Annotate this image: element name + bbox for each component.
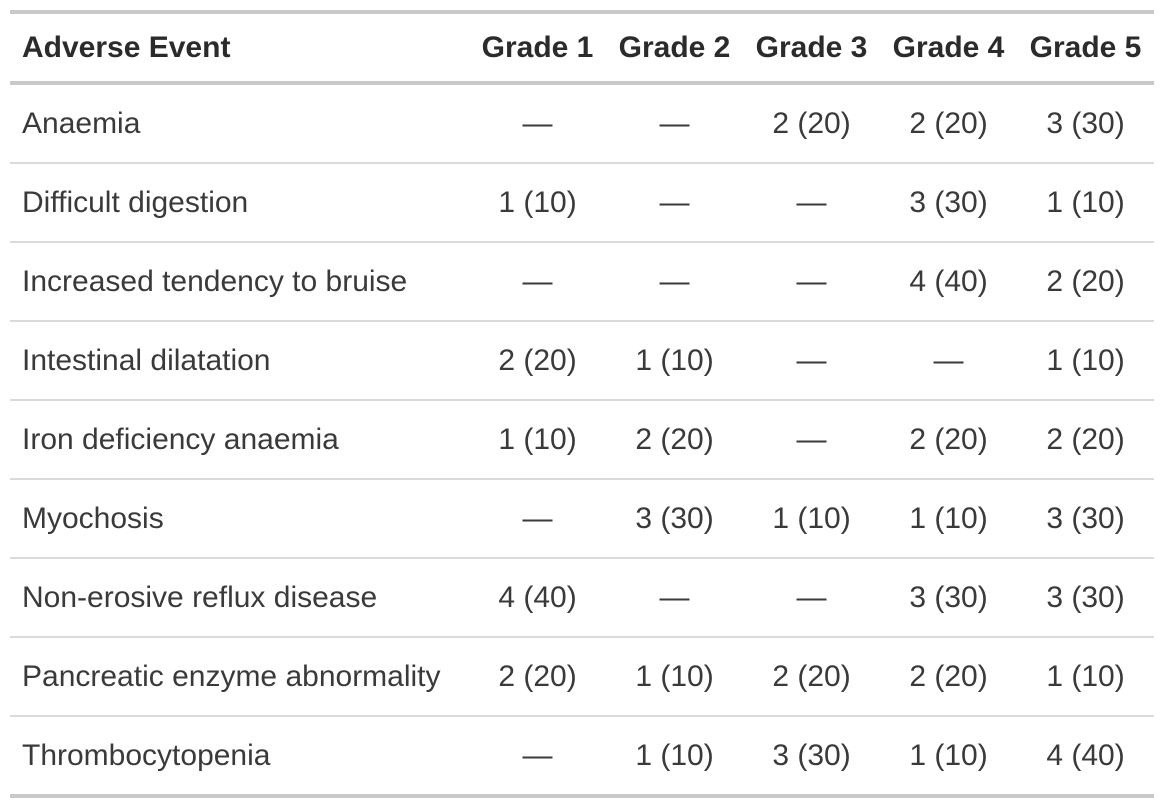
event-name: Pancreatic enzyme abnormality <box>10 637 469 717</box>
header-row: Adverse Event Grade 1 Grade 2 Grade 3 Gr… <box>10 12 1154 85</box>
grade-5-value: 2 (20) <box>1017 400 1154 480</box>
grade-1-value: — <box>469 83 606 164</box>
column-header-grade-4: Grade 4 <box>880 12 1017 85</box>
grade-4-value: 2 (20) <box>880 400 1017 480</box>
grade-3-value: — <box>743 321 880 401</box>
grade-3-value: — <box>743 558 880 638</box>
event-name: Thrombocytopenia <box>22 738 271 772</box>
grade-3-value: 3 (30) <box>772 738 851 772</box>
grade-3-value: 1 (10) <box>743 479 880 559</box>
grade-3-value: 2 (20) <box>743 637 880 717</box>
grade-2-value: — <box>606 558 743 638</box>
event-name: Non-erosive reflux disease <box>10 558 469 638</box>
grade-4-value: 2 (20) <box>880 637 1017 717</box>
table-row-difficult-digestion: Difficult digestion 1 (10) — — 3 (30) 1 … <box>10 163 1154 243</box>
event-name: Anaemia <box>10 83 469 164</box>
grade-2-value: 2 (20) <box>606 400 743 480</box>
grade-5-value: 3 (30) <box>1017 83 1154 164</box>
table-row-thrombocytopenia: Thrombocytopenia — 1 (10) 3 (30) 1 (10) … <box>10 716 1154 796</box>
adverse-events-table: Adverse Event Grade 1 Grade 2 Grade 3 Gr… <box>10 10 1154 798</box>
grade-3-value: — <box>743 242 880 322</box>
event-name: Myochosis <box>10 479 469 559</box>
column-header-grade-2: Grade 2 <box>606 12 743 85</box>
grade-2-value: 1 (10) <box>606 321 743 401</box>
table-row-iron-deficiency-anaemia: Iron deficiency anaemia 1 (10) 2 (20) — … <box>10 400 1154 480</box>
grade-1-value: — <box>469 479 606 559</box>
grade-1-value: 4 (40) <box>469 558 606 638</box>
grade-4-value: 1 (10) <box>880 479 1017 559</box>
grade-1-value: — <box>522 738 553 772</box>
grade-3-value: 2 (20) <box>743 83 880 164</box>
grade-4-value: 2 (20) <box>880 83 1017 164</box>
grade-5-value: 1 (10) <box>1017 321 1154 401</box>
event-name: Iron deficiency anaemia <box>10 400 469 480</box>
table-row-increased-tendency-to-bruise: Increased tendency to bruise — — — 4 (40… <box>10 242 1154 322</box>
table-row-myochosis: Myochosis — 3 (30) 1 (10) 1 (10) 3 (30) <box>10 479 1154 559</box>
event-name: Increased tendency to bruise <box>10 242 469 322</box>
column-header-grade-3: Grade 3 <box>743 12 880 85</box>
grade-1-value: — <box>469 242 606 322</box>
grade-4-value: — <box>880 321 1017 401</box>
grade-2-value: — <box>606 163 743 243</box>
column-header-grade-5: Grade 5 <box>1017 12 1154 85</box>
table-row-anaemia: Anaemia — — 2 (20) 2 (20) 3 (30) <box>10 83 1154 164</box>
table-row-pancreatic-enzyme-abnormality: Pancreatic enzyme abnormality 2 (20) 1 (… <box>10 637 1154 717</box>
grade-5-value: 3 (30) <box>1017 479 1154 559</box>
grade-4-value: 1 (10) <box>909 738 988 772</box>
grade-2-value: 3 (30) <box>606 479 743 559</box>
grade-1-value: 1 (10) <box>469 163 606 243</box>
event-name: Difficult digestion <box>10 163 469 243</box>
table-row-non-erosive-reflux-disease: Non-erosive reflux disease 4 (40) — — 3 … <box>10 558 1154 638</box>
grade-3-value: — <box>743 163 880 243</box>
grade-3-value: — <box>743 400 880 480</box>
grade-1-value: 2 (20) <box>469 321 606 401</box>
event-name: Intestinal dilatation <box>10 321 469 401</box>
grade-2-value: 1 (10) <box>606 637 743 717</box>
grade-2-value: — <box>606 83 743 164</box>
grade-2-value: — <box>606 242 743 322</box>
grade-5-value: 1 (10) <box>1017 637 1154 717</box>
grade-5-value: 4 (40) <box>1046 738 1125 772</box>
grade-4-value: 3 (30) <box>880 163 1017 243</box>
grade-5-value: 2 (20) <box>1017 242 1154 322</box>
grade-5-value: 3 (30) <box>1017 558 1154 638</box>
column-header-adverse-event: Adverse Event <box>10 12 469 85</box>
grade-1-value: 1 (10) <box>469 400 606 480</box>
column-header-grade-1: Grade 1 <box>469 12 606 85</box>
grade-5-value: 1 (10) <box>1017 163 1154 243</box>
grade-4-value: 4 (40) <box>880 242 1017 322</box>
grade-4-value: 3 (30) <box>880 558 1017 638</box>
grade-1-value: 2 (20) <box>469 637 606 717</box>
table-row-intestinal-dilatation: Intestinal dilatation 2 (20) 1 (10) — — … <box>10 321 1154 401</box>
grade-2-value: 1 (10) <box>635 738 714 772</box>
